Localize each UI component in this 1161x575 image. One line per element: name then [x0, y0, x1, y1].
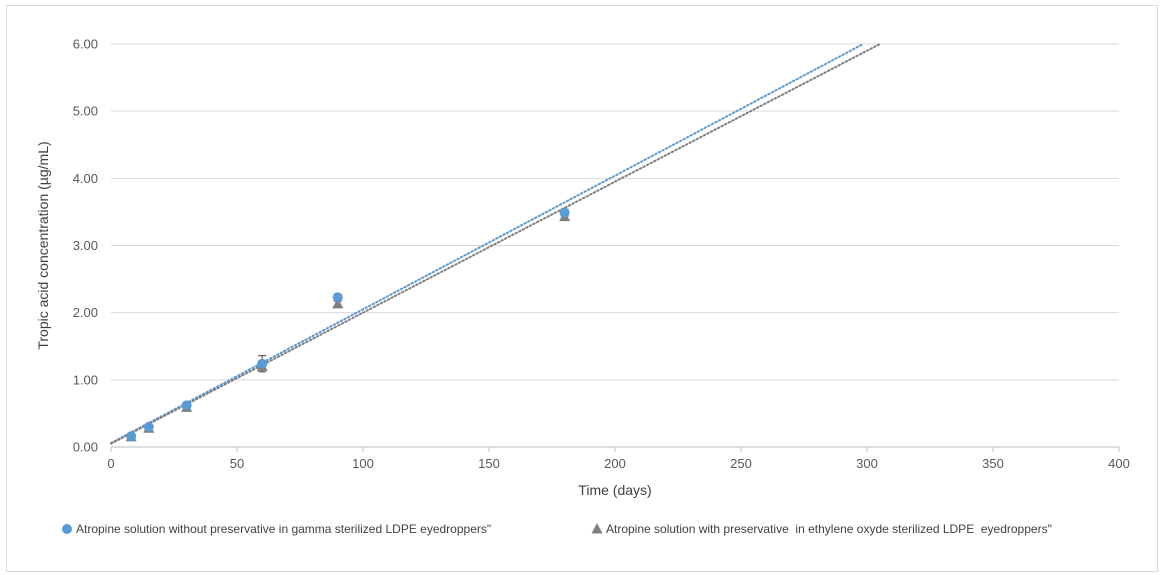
y-tick-label: 1.00: [73, 372, 98, 387]
data-points: [125, 207, 571, 442]
x-tick-label: 350: [982, 456, 1004, 471]
y-tick-label: 3.00: [73, 238, 98, 253]
y-tick-label: 6.00: [73, 37, 98, 52]
x-tick-label: 50: [230, 456, 244, 471]
x-tick-labels: 0 50 100 150 200 250 300 350 400: [107, 447, 1130, 471]
data-point-circle: [559, 207, 570, 218]
legend-marker: [591, 523, 603, 534]
x-tick-label: 300: [856, 456, 878, 471]
legend-label: Atropine solution with preservative in e…: [606, 522, 1052, 536]
x-tick-label: 100: [352, 456, 374, 471]
legend-marker: [62, 524, 72, 534]
x-tick-label: 150: [478, 456, 500, 471]
y-tick-label: 4.00: [73, 171, 98, 186]
x-tick-label: 250: [730, 456, 752, 471]
data-point-triangle: [332, 297, 344, 309]
data-point-circle: [143, 421, 154, 432]
x-tick-label: 0: [107, 456, 114, 471]
y-tick-label: 2.00: [73, 305, 98, 320]
trendlines: [110, 43, 881, 445]
data-point-circle: [181, 400, 192, 411]
data-point-circle: [126, 431, 137, 442]
data-point-circle: [332, 292, 343, 303]
x-axis-title: Time (days): [578, 482, 651, 498]
legend: Atropine solution without preservative i…: [62, 522, 1052, 536]
x-tick-label: 400: [1108, 456, 1130, 471]
y-axis-title: Tropic acid concentration (µg/mL): [35, 141, 51, 349]
error-bars: [127, 208, 569, 439]
y-tick-label: 5.00: [73, 104, 98, 119]
gridlines: [111, 43, 1119, 381]
x-tick-label: 200: [604, 456, 626, 471]
legend-label: Atropine solution without preservative i…: [76, 522, 491, 536]
y-tick-label: 0.00: [73, 440, 98, 455]
y-tick-labels: 0.00 1.00 2.00 3.00 4.00 5.00 6.00: [73, 37, 98, 455]
trendline: [110, 43, 881, 445]
chart-frame: [6, 5, 1158, 572]
data-point-circle: [257, 358, 268, 369]
trendline: [110, 43, 865, 444]
